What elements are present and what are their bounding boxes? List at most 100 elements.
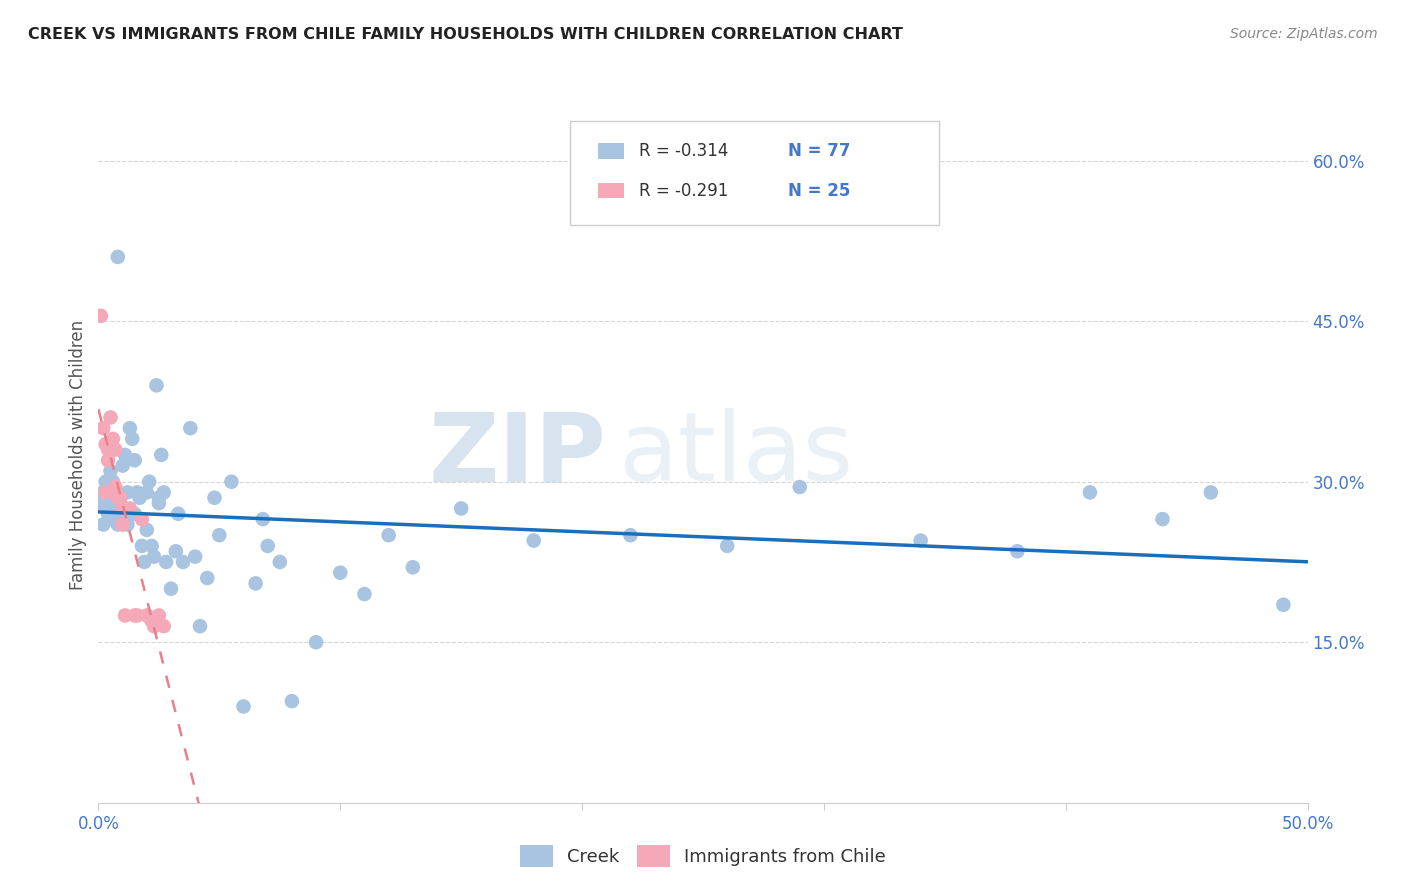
Point [111, 501, 134, 516]
Point [134, 555, 156, 569]
Point [100, 464, 122, 478]
Point [910, 533, 932, 548]
Point [97, 507, 120, 521]
Point [160, 582, 183, 596]
Point [94, 491, 117, 505]
Point [619, 528, 641, 542]
Point [100, 410, 122, 425]
Point [100, 437, 122, 451]
Point [108, 512, 131, 526]
Point [145, 378, 167, 392]
Point [114, 507, 136, 521]
Point [204, 491, 226, 505]
Point [111, 458, 134, 473]
Point [150, 448, 173, 462]
Text: N = 77: N = 77 [787, 142, 851, 160]
Point [94, 485, 117, 500]
Point [127, 485, 149, 500]
Point [165, 544, 187, 558]
Point [111, 512, 134, 526]
Y-axis label: Family Households with Children: Family Households with Children [69, 320, 87, 590]
Text: atlas: atlas [619, 409, 853, 501]
Point [377, 528, 399, 542]
Point [114, 448, 136, 462]
Point [716, 539, 738, 553]
Point [141, 539, 163, 553]
Point [90, 309, 112, 323]
Point [523, 533, 546, 548]
Point [121, 432, 143, 446]
Point [135, 523, 157, 537]
Point [100, 512, 122, 526]
Point [195, 571, 218, 585]
Point [252, 512, 274, 526]
Point [131, 539, 153, 553]
Point [135, 485, 157, 500]
Point [1152, 512, 1174, 526]
Point [208, 528, 231, 542]
Point [124, 507, 146, 521]
Point [101, 501, 124, 516]
Point [100, 480, 122, 494]
Point [97, 442, 120, 457]
Point [91, 421, 114, 435]
Bar [598, 144, 624, 159]
Text: R = -0.314: R = -0.314 [638, 142, 728, 160]
Point [117, 517, 139, 532]
Text: ZIP: ZIP [429, 409, 606, 501]
Point [1199, 485, 1222, 500]
Point [1007, 544, 1029, 558]
Point [143, 549, 166, 564]
Point [90, 496, 112, 510]
Point [107, 517, 129, 532]
Point [152, 619, 174, 633]
Point [97, 496, 120, 510]
Point [118, 501, 141, 516]
Point [188, 619, 211, 633]
Point [91, 485, 114, 500]
Point [107, 491, 129, 505]
Point [111, 517, 134, 532]
Point [104, 491, 127, 505]
Point [1272, 598, 1295, 612]
Point [127, 608, 149, 623]
Bar [598, 183, 624, 198]
Point [179, 421, 201, 435]
Text: Source: ZipAtlas.com: Source: ZipAtlas.com [1230, 27, 1378, 41]
Text: R = -0.291: R = -0.291 [638, 182, 728, 200]
Point [101, 475, 124, 489]
Point [104, 480, 127, 494]
Point [124, 453, 146, 467]
Point [1078, 485, 1101, 500]
Point [789, 480, 811, 494]
Point [141, 614, 163, 628]
Point [172, 555, 194, 569]
Point [148, 491, 170, 505]
Point [143, 619, 166, 633]
Point [329, 566, 352, 580]
Text: CREEK VS IMMIGRANTS FROM CHILE FAMILY HOUSEHOLDS WITH CHILDREN CORRELATION CHART: CREEK VS IMMIGRANTS FROM CHILE FAMILY HO… [28, 27, 903, 42]
Point [97, 453, 120, 467]
Point [353, 587, 375, 601]
Point [124, 608, 146, 623]
Point [184, 549, 207, 564]
Point [108, 491, 131, 505]
Point [402, 560, 425, 574]
Point [117, 485, 139, 500]
Point [221, 475, 243, 489]
Point [128, 491, 150, 505]
Point [114, 608, 136, 623]
Point [167, 507, 190, 521]
Point [91, 517, 114, 532]
Point [111, 501, 134, 516]
Point [269, 555, 291, 569]
Point [148, 496, 170, 510]
Point [108, 496, 131, 510]
Text: N = 25: N = 25 [787, 182, 851, 200]
Point [256, 539, 278, 553]
Point [107, 250, 129, 264]
Point [104, 496, 127, 510]
Point [138, 475, 160, 489]
Point [94, 475, 117, 489]
Point [232, 699, 254, 714]
